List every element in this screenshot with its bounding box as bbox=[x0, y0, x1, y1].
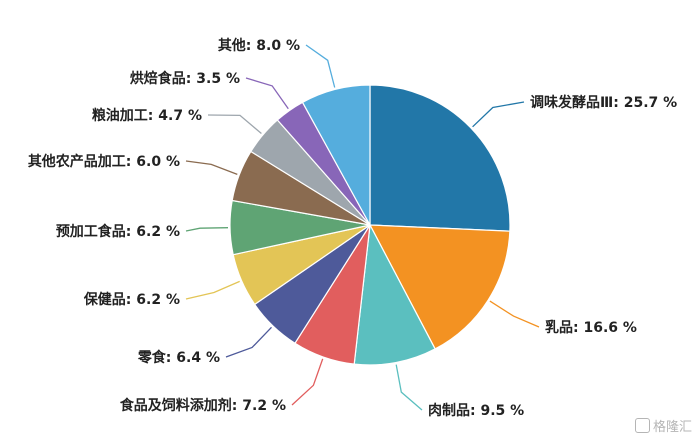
watermark-logo-icon bbox=[634, 418, 650, 433]
leader-line bbox=[291, 358, 324, 406]
slice-label: 其他: 8.0 % bbox=[218, 37, 300, 54]
watermark: 格隆汇 bbox=[634, 416, 692, 435]
pie-slice bbox=[368, 224, 511, 350]
leader-line bbox=[395, 364, 423, 411]
slice-label: 肉制品: 9.5 % bbox=[428, 402, 524, 419]
slice-label: 保健品: 6.2 % bbox=[83, 291, 180, 308]
pie-slice bbox=[301, 84, 371, 226]
slice-label: 其他农产品加工: 6.0 % bbox=[28, 153, 180, 170]
slice-label: 粮油加工: 4.7 % bbox=[92, 107, 202, 124]
watermark-text: 格隆汇 bbox=[652, 420, 692, 435]
pie-slice bbox=[353, 222, 436, 366]
slice-label: 调味发酵品Ⅲ: 25.7 % bbox=[530, 94, 677, 111]
leader-line bbox=[225, 326, 272, 358]
slice-label: 预加工食品: 6.2 % bbox=[56, 223, 180, 240]
leader-line bbox=[207, 114, 262, 134]
leader-line bbox=[489, 300, 540, 328]
leader-line bbox=[185, 160, 238, 176]
pie-slice bbox=[369, 84, 511, 232]
leader-line bbox=[185, 280, 240, 300]
slice-label: 乳品: 16.6 % bbox=[545, 319, 637, 336]
slice-label: 零食: 6.4 % bbox=[137, 349, 220, 366]
leader-line bbox=[472, 101, 525, 128]
leader-line bbox=[305, 44, 336, 88]
leader-line bbox=[245, 77, 289, 110]
slice-label: 烘焙食品: 3.5 % bbox=[130, 70, 240, 87]
slice-label: 食品及饲料添加剂: 7.2 % bbox=[120, 397, 286, 414]
leader-line bbox=[185, 227, 229, 232]
